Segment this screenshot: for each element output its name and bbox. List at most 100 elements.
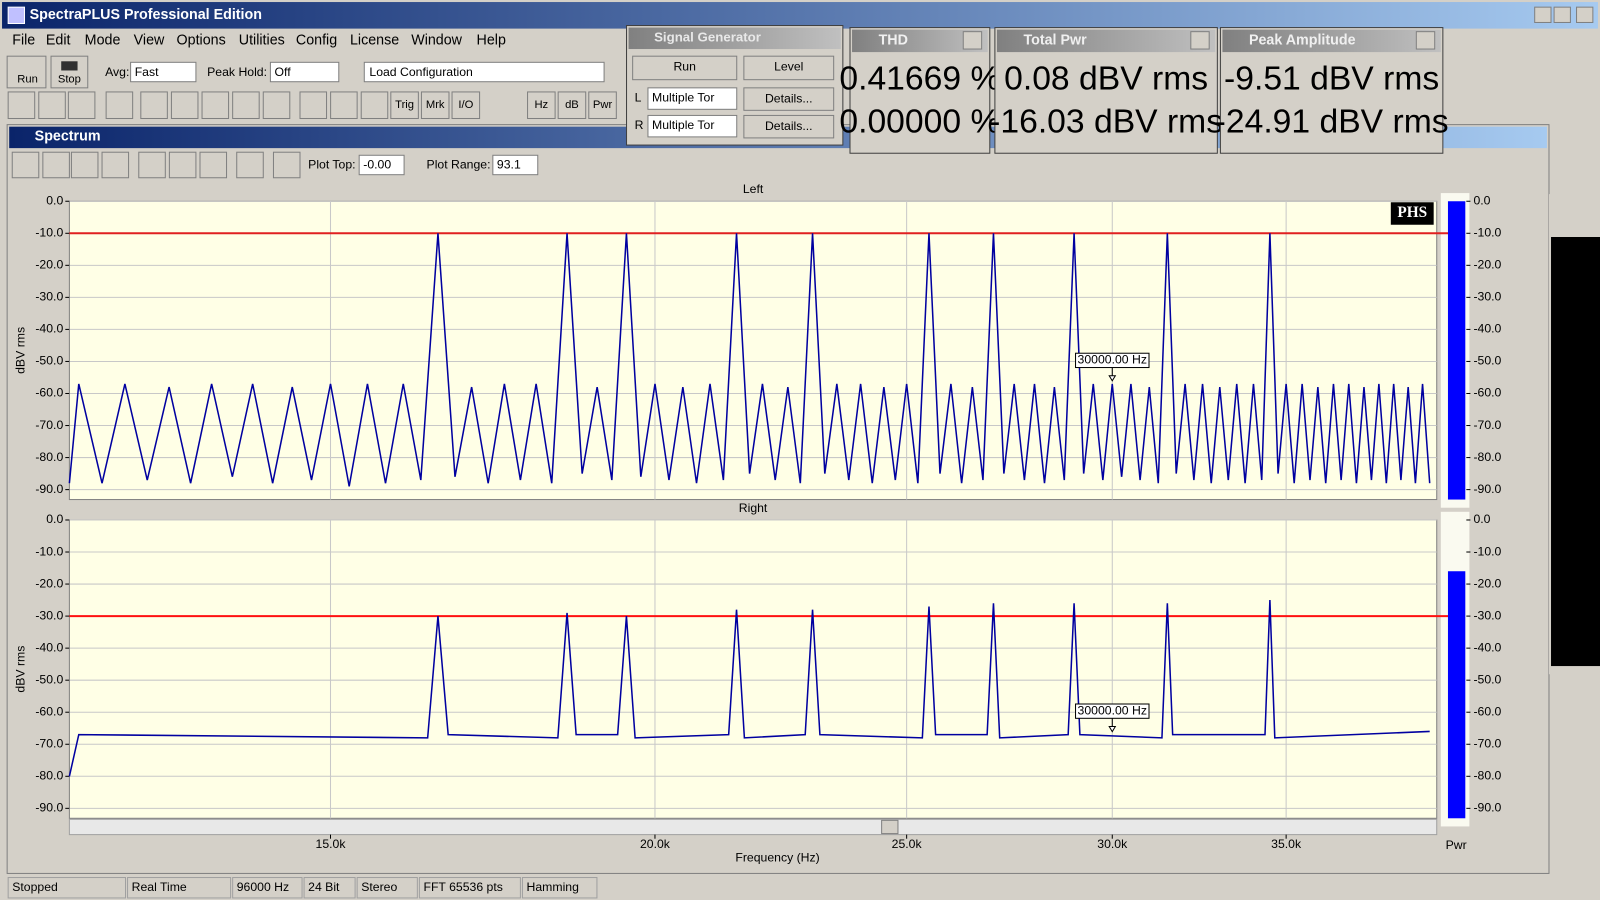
- meter-tick-label: -80.0: [1473, 769, 1501, 783]
- tool-button[interactable]: [140, 91, 168, 120]
- readout-title: Peak Amplitude: [1249, 33, 1356, 49]
- spectrum-tool-button[interactable]: [138, 151, 166, 179]
- spectrum-tool-button[interactable]: [236, 151, 264, 179]
- tool-button[interactable]: [67, 91, 96, 120]
- window-controls[interactable]: [1534, 6, 1594, 23]
- plot-top-input[interactable]: [358, 154, 405, 176]
- menu-item[interactable]: File: [12, 33, 35, 49]
- status-text: Stereo: [361, 880, 397, 894]
- channel-mode-combo[interactable]: [647, 114, 738, 138]
- channel-mode-combo[interactable]: [647, 87, 738, 110]
- tool-button[interactable]: [588, 91, 617, 120]
- readout-close[interactable]: [1190, 31, 1210, 50]
- y-tick-label: -50.0: [35, 354, 63, 368]
- y-tick-label: -50.0: [35, 672, 63, 686]
- plot-range-input[interactable]: [492, 154, 539, 176]
- config-value: Load Configuration: [369, 65, 473, 79]
- spectrum-tool-button[interactable]: [42, 151, 70, 179]
- tool-button[interactable]: [299, 91, 328, 120]
- menu-item[interactable]: View: [134, 33, 165, 49]
- status-text: Hamming: [527, 880, 580, 894]
- x-tick-label: 25.0k: [892, 837, 923, 851]
- tool-button[interactable]: [7, 91, 36, 120]
- menu-item[interactable]: Utilities: [239, 33, 285, 49]
- tool-button-label: I/O: [458, 99, 473, 111]
- minimize-button[interactable]: [1534, 6, 1552, 23]
- generator-level-button[interactable]: [743, 55, 835, 81]
- status-cell: [521, 877, 598, 899]
- menu-item[interactable]: Help: [477, 33, 506, 49]
- spectrum-tool-button[interactable]: [70, 151, 99, 179]
- y-tick-label: 0.0: [46, 512, 63, 526]
- scroll-thumb[interactable]: [881, 819, 899, 835]
- spectrum-line: [68, 233, 1431, 487]
- app-icon: [7, 6, 25, 25]
- run-button[interactable]: [6, 55, 47, 89]
- tool-button[interactable]: [330, 91, 358, 120]
- meter-bar: [1447, 201, 1466, 500]
- tool-button-label: dB: [565, 99, 579, 111]
- spectrum-tool-button[interactable]: [199, 151, 228, 179]
- menu-item[interactable]: Options: [177, 33, 226, 49]
- readout-value: -9.51 dBV rms: [1224, 61, 1439, 98]
- tool-button[interactable]: [527, 91, 556, 120]
- peak-hold-value: Off: [274, 65, 291, 79]
- spectrum-tool-button[interactable]: [101, 151, 130, 179]
- scrollbar[interactable]: [68, 818, 1438, 836]
- menu-item[interactable]: Config: [296, 33, 337, 49]
- y-tick-label: -60.0: [35, 704, 63, 718]
- menu-item[interactable]: Window: [411, 33, 462, 49]
- tool-button[interactable]: [360, 91, 389, 120]
- tool-button[interactable]: [38, 91, 66, 120]
- readout-close[interactable]: [962, 31, 983, 50]
- pane-title: Left: [743, 182, 764, 196]
- generator-level-label: Level: [774, 60, 803, 74]
- plot-range-value: 93.1: [497, 158, 521, 172]
- tool-button[interactable]: [232, 91, 260, 120]
- tool-button[interactable]: [390, 91, 419, 120]
- generator-run-button[interactable]: [632, 55, 738, 81]
- config-combo[interactable]: [363, 61, 605, 83]
- y-tick-label: -80.0: [35, 769, 63, 783]
- x-axis-label: Frequency (Hz): [735, 850, 819, 864]
- details-button[interactable]: [743, 87, 835, 111]
- peak-hold-combo[interactable]: [269, 61, 340, 83]
- tool-button[interactable]: [105, 91, 134, 120]
- y-axis-label: dBV rms: [14, 327, 28, 374]
- meter-tick-label: -50.0: [1473, 354, 1501, 368]
- avg-combo[interactable]: [130, 61, 197, 83]
- tool-button[interactable]: [262, 91, 291, 120]
- meter-tick-label: -70.0: [1473, 418, 1501, 432]
- readout-close[interactable]: [1415, 31, 1436, 50]
- spectrum-tool-button[interactable]: [272, 151, 301, 179]
- y-tick-label: -30.0: [35, 608, 63, 622]
- tool-button[interactable]: [201, 91, 230, 120]
- readout-title-bar: [852, 29, 988, 53]
- menu-item[interactable]: Edit: [46, 33, 71, 49]
- tool-button[interactable]: [170, 91, 199, 120]
- meter-tick-label: -90.0: [1473, 482, 1501, 496]
- tool-button[interactable]: [420, 91, 450, 120]
- marker-arrow: [1108, 725, 1117, 733]
- y-tick-label: -40.0: [35, 322, 63, 336]
- close-button[interactable]: [1576, 6, 1594, 23]
- y-tick-label: -70.0: [35, 418, 63, 432]
- menu-item[interactable]: Mode: [85, 33, 121, 49]
- marker-box: [1075, 352, 1150, 369]
- tool-button[interactable]: [557, 91, 587, 120]
- details-button[interactable]: [743, 114, 835, 139]
- status-text: Stopped: [12, 880, 58, 894]
- menu-item[interactable]: License: [350, 33, 399, 49]
- spectrum-tool-button[interactable]: [11, 151, 40, 179]
- spectrum-tool-button[interactable]: [168, 151, 197, 179]
- marker-arrow: [1108, 375, 1117, 382]
- x-tick-label: 30.0k: [1097, 837, 1128, 851]
- readout-value: -24.91 dBV rms: [1215, 104, 1449, 141]
- tool-button[interactable]: [451, 91, 481, 120]
- details-label: Details...: [765, 91, 813, 105]
- channel-label: R: [635, 118, 644, 132]
- meter-tick-label: -70.0: [1473, 736, 1501, 750]
- maximize-button[interactable]: [1553, 6, 1571, 23]
- y-axis-label: dBV rms: [14, 646, 28, 693]
